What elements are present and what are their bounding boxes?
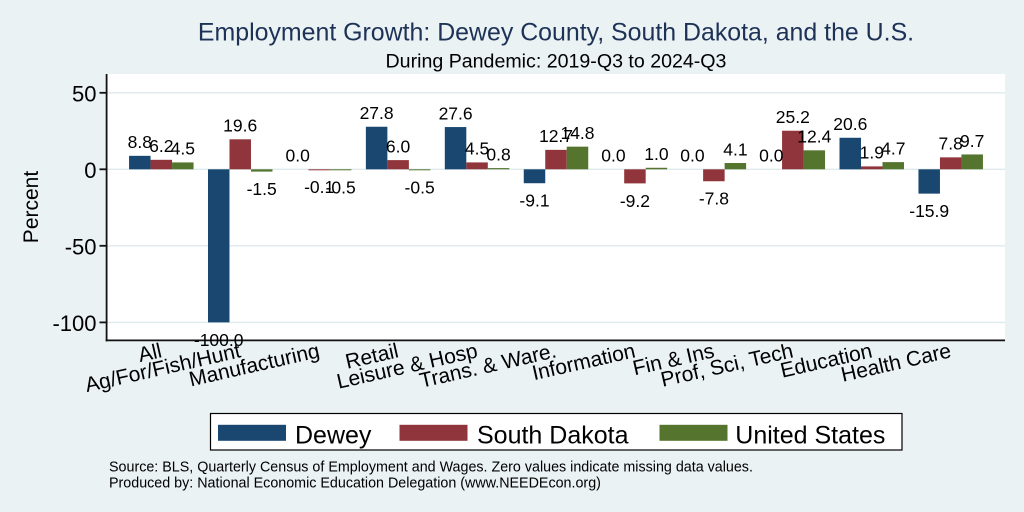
svg-text:0.0: 0.0 (286, 146, 311, 166)
svg-text:Dewey: Dewey (295, 421, 372, 449)
svg-text:0.0: 0.0 (680, 146, 705, 166)
svg-text:Employment Growth: Dewey Count: Employment Growth: Dewey County, South D… (198, 18, 914, 46)
svg-text:Percent: Percent (20, 171, 43, 244)
svg-text:1.9: 1.9 (860, 143, 884, 163)
svg-text:4.5: 4.5 (465, 139, 489, 159)
svg-text:-0.1: -0.1 (304, 177, 334, 197)
svg-text:-100: -100 (52, 311, 96, 336)
svg-text:4.7: 4.7 (881, 138, 905, 158)
svg-text:14.8: 14.8 (560, 123, 594, 143)
svg-text:4.5: 4.5 (171, 139, 195, 159)
svg-text:-9.1: -9.1 (519, 191, 549, 211)
svg-text:25.2: 25.2 (776, 107, 810, 127)
svg-text:-0.5: -0.5 (405, 178, 435, 198)
svg-text:Source: BLS, Quarterly Census: Source: BLS, Quarterly Census of Employm… (109, 460, 753, 476)
svg-text:20.6: 20.6 (833, 114, 867, 134)
svg-text:12.4: 12.4 (797, 127, 831, 147)
svg-text:-1.5: -1.5 (247, 179, 277, 199)
svg-text:6.2: 6.2 (149, 136, 173, 156)
svg-text:19.6: 19.6 (223, 116, 257, 136)
svg-text:-50: -50 (65, 235, 97, 260)
svg-text:-0.5: -0.5 (326, 178, 356, 198)
svg-text:6.0: 6.0 (386, 136, 411, 156)
svg-text:-100.0: -100.0 (194, 330, 244, 350)
svg-text:12.7: 12.7 (539, 126, 573, 146)
svg-text:0.0: 0.0 (759, 146, 784, 166)
svg-text:South Dakota: South Dakota (477, 421, 629, 449)
svg-text:All: All (136, 339, 164, 367)
svg-text:8.8: 8.8 (128, 132, 152, 152)
svg-text:1.0: 1.0 (644, 144, 669, 164)
svg-text:0: 0 (84, 158, 96, 183)
svg-text:0.0: 0.0 (601, 146, 626, 166)
svg-text:-15.9: -15.9 (909, 201, 949, 221)
svg-text:9.7: 9.7 (960, 131, 984, 151)
svg-text:4.1: 4.1 (723, 139, 747, 159)
svg-text:27.6: 27.6 (439, 103, 473, 123)
svg-text:United States: United States (735, 421, 885, 449)
svg-text:Produced by: National Economic: Produced by: National Economic Education… (109, 475, 601, 491)
svg-text:7.8: 7.8 (939, 134, 963, 154)
svg-text:0.8: 0.8 (486, 144, 510, 164)
svg-text:During Pandemic: 2019-Q3 to 20: During Pandemic: 2019-Q3 to 2024-Q3 (386, 51, 727, 73)
svg-text:50: 50 (72, 82, 96, 107)
svg-text:-9.2: -9.2 (620, 191, 650, 211)
svg-text:-7.8: -7.8 (699, 189, 729, 209)
svg-text:27.8: 27.8 (360, 103, 394, 123)
